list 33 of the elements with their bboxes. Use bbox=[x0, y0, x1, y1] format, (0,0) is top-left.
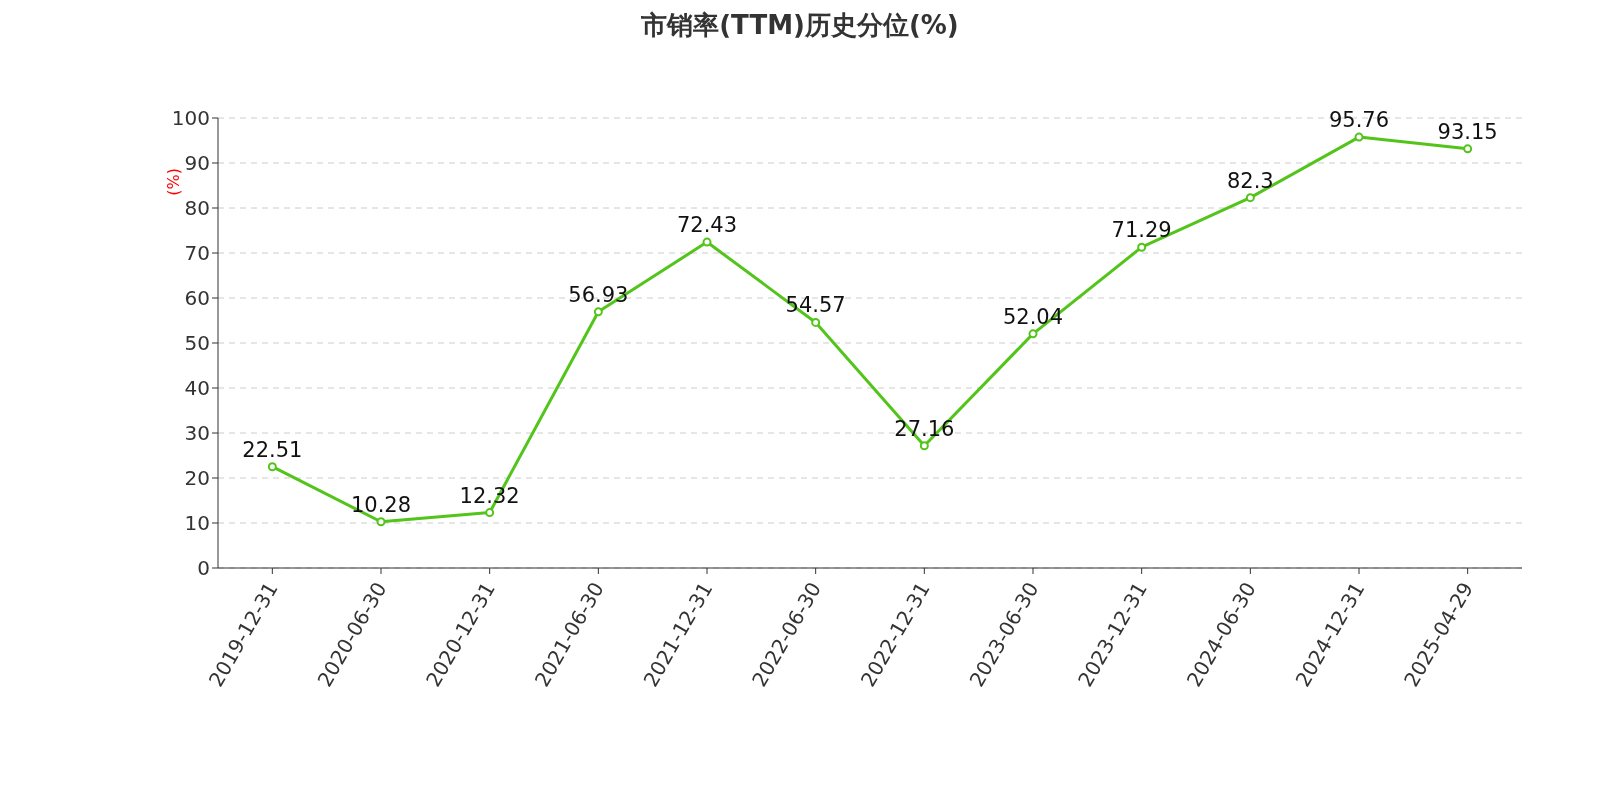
y-tick-label: 60 bbox=[184, 286, 210, 311]
point bbox=[593, 307, 603, 317]
data-label: 82.3 bbox=[1226, 168, 1274, 193]
y-tick-label: 70 bbox=[184, 241, 210, 266]
point bbox=[1245, 193, 1255, 203]
point bbox=[1354, 132, 1364, 142]
y-tick-label: 10 bbox=[184, 511, 210, 536]
point bbox=[1028, 329, 1038, 339]
y-tick-label: 0 bbox=[197, 556, 210, 581]
data-label: 93.15 bbox=[1437, 119, 1498, 144]
y-tick-label: 100 bbox=[171, 106, 210, 131]
point bbox=[702, 237, 712, 247]
point bbox=[811, 317, 821, 327]
y-axis-title: (%) bbox=[164, 168, 184, 196]
y-tick-label: 40 bbox=[184, 376, 210, 401]
data-label: 10.28 bbox=[350, 492, 412, 517]
data-label: 71.29 bbox=[1111, 218, 1172, 243]
data-label: 95.76 bbox=[1328, 108, 1390, 133]
y-tick-label: 30 bbox=[184, 421, 210, 446]
chart-title: 市销率(TTM)历史分位(%) bbox=[640, 9, 960, 42]
point bbox=[1463, 144, 1473, 154]
point bbox=[485, 508, 495, 518]
point bbox=[919, 441, 929, 451]
data-label: 72.43 bbox=[676, 213, 738, 238]
point bbox=[267, 462, 277, 472]
data-label: 22.51 bbox=[242, 437, 303, 462]
y-tick-label: 20 bbox=[184, 466, 210, 491]
y-tick-label: 90 bbox=[184, 151, 210, 176]
y-tick-label: 80 bbox=[184, 196, 210, 221]
point bbox=[1137, 242, 1147, 252]
data-label: 56.93 bbox=[568, 282, 629, 307]
y-tick-label: 50 bbox=[184, 331, 210, 356]
point bbox=[376, 517, 386, 527]
